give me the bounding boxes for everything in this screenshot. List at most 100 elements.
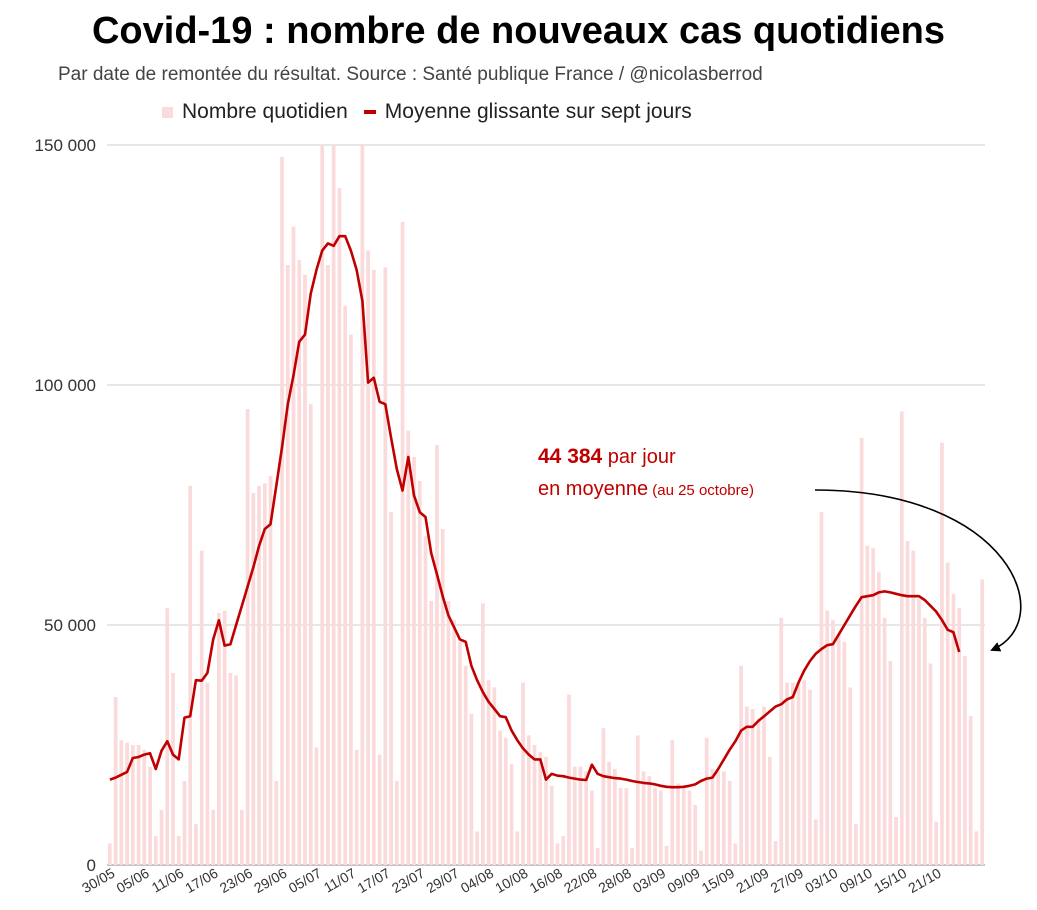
legend-item-bars[interactable]: Nombre quotidien <box>162 100 348 124</box>
daily-bar <box>813 819 818 865</box>
y-tick-label: 150 000 <box>35 136 96 155</box>
daily-bar <box>240 809 244 865</box>
daily-bar <box>285 265 290 865</box>
daily-bar <box>716 771 720 865</box>
daily-bar <box>922 617 927 865</box>
daily-bar <box>917 598 921 865</box>
daily-bar <box>831 620 835 865</box>
daily-bar <box>796 682 801 865</box>
x-tick-label: 30/05 <box>79 865 118 896</box>
daily-bar <box>859 437 864 865</box>
daily-bar <box>360 145 365 865</box>
legend-item-line[interactable]: Moyenne glissante sur sept jours <box>363 100 692 124</box>
daily-bar <box>262 483 267 865</box>
daily-bar <box>383 267 388 865</box>
daily-bar <box>326 265 330 865</box>
daily-bar <box>727 781 732 865</box>
daily-bar <box>802 680 807 865</box>
daily-bar <box>308 404 313 865</box>
daily-bar <box>165 608 170 865</box>
daily-bar <box>762 706 766 865</box>
daily-bar <box>377 754 382 865</box>
daily-bar <box>458 641 462 865</box>
x-tick-label: 09/10 <box>837 865 876 896</box>
daily-bar <box>607 761 611 865</box>
daily-bar <box>435 445 439 865</box>
daily-bar <box>389 512 393 865</box>
daily-bar <box>664 845 669 865</box>
daily-bar <box>314 747 319 865</box>
daily-bar <box>251 493 256 865</box>
daily-bar <box>681 785 686 865</box>
daily-bar <box>291 226 296 866</box>
daily-bar <box>630 848 634 865</box>
daily-bar <box>613 769 617 865</box>
daily-bar <box>228 673 233 865</box>
moving-average-line <box>109 234 961 789</box>
daily-bar <box>372 269 376 865</box>
x-tick-label: 10/08 <box>492 865 531 896</box>
daily-bar <box>687 790 692 865</box>
daily-bar <box>584 771 589 865</box>
daily-bar <box>515 831 520 865</box>
daily-bar <box>245 409 250 865</box>
x-tick-label: 23/06 <box>217 865 256 896</box>
daily-bar <box>343 305 347 865</box>
daily-bar <box>767 757 772 865</box>
x-tick-label: 23/07 <box>389 865 428 896</box>
daily-bar <box>693 805 698 865</box>
daily-bar <box>354 749 359 865</box>
chart-subtitle: Par date de remontée du résultat. Source… <box>58 64 763 85</box>
daily-bar <box>877 572 881 865</box>
daily-bar <box>125 742 129 865</box>
daily-bar <box>699 850 703 865</box>
daily-bar <box>653 788 657 865</box>
daily-bar <box>349 334 353 866</box>
daily-bar <box>710 769 715 865</box>
daily-bar <box>647 776 652 865</box>
x-tick-label: 29/07 <box>423 865 462 896</box>
daily-bar <box>412 457 416 865</box>
daily-bar <box>337 188 342 865</box>
daily-bar <box>945 562 950 865</box>
daily-bar <box>899 411 904 865</box>
daily-bar <box>217 613 221 865</box>
daily-bar <box>297 260 302 865</box>
daily-bar <box>119 740 124 865</box>
x-tick-label: 22/08 <box>561 865 600 896</box>
annotation-callout: 44 384 par jour en moyenne (au 25 octobr… <box>538 442 754 506</box>
daily-bar <box>624 788 629 865</box>
x-tick-label: 11/07 <box>321 865 359 896</box>
daily-bar <box>406 430 411 865</box>
daily-bar <box>641 771 646 865</box>
legend-bar-label: Nombre quotidien <box>182 100 348 123</box>
daily-bar <box>469 713 474 865</box>
daily-bar <box>745 706 749 865</box>
daily-bar <box>882 617 887 865</box>
daily-bar <box>171 673 175 865</box>
daily-bar <box>670 740 675 865</box>
daily-bar <box>274 781 279 865</box>
daily-bar <box>773 841 778 865</box>
daily-bar <box>595 848 600 865</box>
daily-bar <box>113 697 118 865</box>
daily-bar <box>911 550 916 865</box>
daily-bar <box>498 730 502 865</box>
daily-bar <box>452 620 457 865</box>
daily-bar <box>521 682 525 865</box>
x-tick-label: 09/09 <box>664 865 703 896</box>
x-tick-label: 04/08 <box>458 865 497 896</box>
daily-bar <box>148 766 152 865</box>
daily-bar <box>785 682 789 865</box>
daily-bar <box>463 665 468 865</box>
daily-bar <box>257 485 261 865</box>
x-tick-label: 21/09 <box>733 865 772 896</box>
x-tick-label: 17/07 <box>354 865 393 896</box>
daily-bar <box>199 550 204 865</box>
daily-bar <box>618 788 623 865</box>
x-tick-label: 15/09 <box>699 865 738 896</box>
daily-bar <box>578 766 583 865</box>
daily-bar <box>848 687 852 865</box>
daily-bar <box>159 809 164 865</box>
daily-bar <box>394 781 399 865</box>
